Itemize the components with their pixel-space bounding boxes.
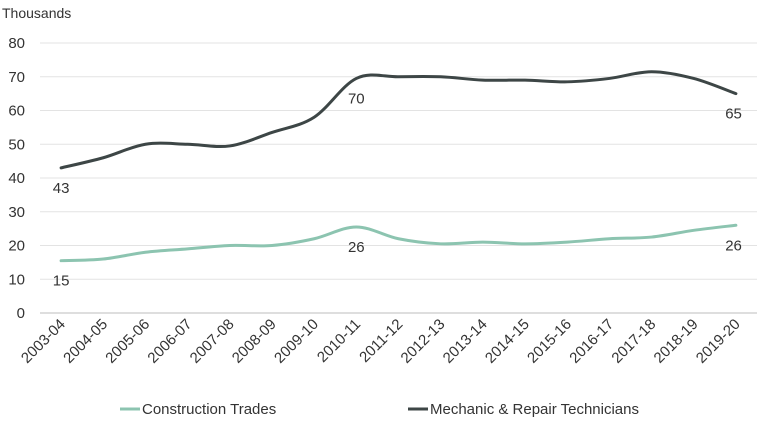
data-label: 65	[725, 106, 742, 123]
gridlines	[40, 42, 757, 314]
x-tick-label: 2007-08	[187, 316, 238, 367]
data-labels: 15 26 26 43 70 65	[53, 90, 742, 289]
x-tick-label: 2003-04	[18, 316, 69, 367]
y-tick-label: 70	[8, 69, 25, 86]
y-tick-label: 40	[8, 170, 25, 187]
y-tick-label: 20	[8, 238, 25, 255]
x-tick-label: 2016-17	[566, 316, 617, 367]
x-tick-label: 2005-06	[102, 316, 153, 367]
x-tick-label: 2009-10	[271, 316, 322, 367]
legend-label: Mechanic & Repair Technicians	[430, 401, 639, 418]
series-line-2	[59, 70, 738, 170]
x-tick-label: 2014-15	[482, 316, 533, 367]
y-tick-label: 50	[8, 136, 25, 153]
data-label: 70	[348, 90, 365, 107]
x-tick-label: 2013-14	[440, 316, 491, 367]
x-tick-label: 2017-18	[608, 316, 659, 367]
x-tick-label: 2019-20	[693, 316, 744, 367]
x-axis-ticks: 2003-042004-052005-062006-072007-082008-…	[18, 316, 744, 367]
y-tick-label: 0	[17, 305, 25, 322]
y-axis-ticks: 0 10 20 30 40 50 60 70 80	[8, 35, 25, 322]
x-tick-label: 2018-19	[651, 316, 702, 367]
legend: Construction Trades Mechanic & Repair Tec…	[120, 401, 639, 418]
legend-label: Construction Trades	[142, 401, 276, 418]
x-tick-label: 2006-07	[144, 316, 195, 367]
y-axis-title: Thousands	[2, 5, 71, 21]
y-tick-label: 80	[8, 35, 25, 52]
x-tick-label: 2012-13	[398, 316, 449, 367]
x-tick-label: 2011-12	[356, 316, 406, 366]
data-label: 15	[53, 273, 70, 290]
y-tick-label: 10	[8, 271, 25, 288]
x-tick-label: 2004-05	[60, 316, 111, 367]
y-tick-label: 30	[8, 204, 25, 221]
series-line-1	[59, 223, 738, 263]
series-lines	[59, 70, 738, 263]
x-tick-label: 2010-11	[314, 316, 364, 366]
data-label: 26	[725, 237, 742, 254]
data-label: 26	[348, 239, 365, 256]
x-tick-label: 2015-16	[524, 316, 575, 367]
data-label: 43	[53, 180, 70, 197]
y-tick-label: 60	[8, 103, 25, 120]
x-tick-label: 2008-09	[229, 316, 280, 367]
